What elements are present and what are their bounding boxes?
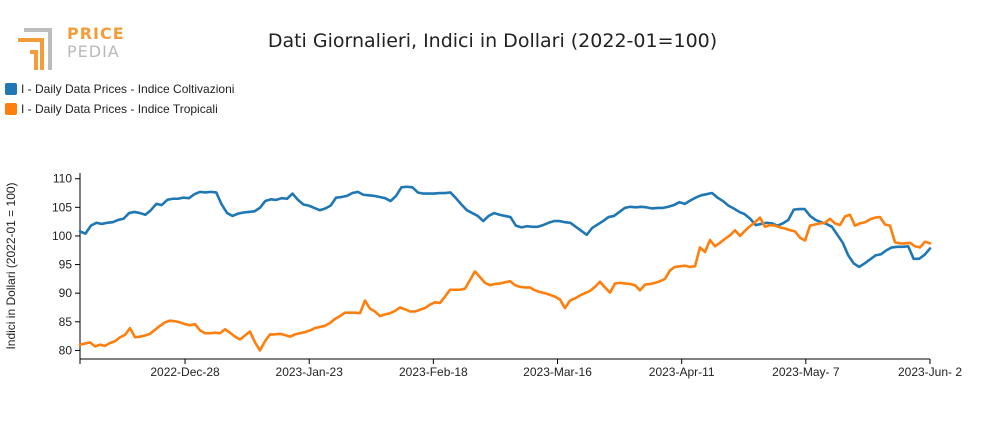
legend-swatch-coltivazioni — [5, 83, 17, 95]
series-line-coltivazioni — [78, 185, 932, 269]
logo-text-pedia: PEDIA — [67, 42, 120, 61]
legend-label-coltivazioni: I - Daily Data Prices - Indice Coltivazi… — [21, 82, 235, 96]
logo-text-price: PRICE — [67, 24, 125, 43]
legend-label-tropicali: I - Daily Data Prices - Indice Tropicali — [21, 102, 218, 116]
x-tick-label: 2023-Jun- 2 — [898, 365, 962, 379]
y-tick-label: 85 — [59, 315, 73, 329]
logo-mark — [18, 28, 52, 70]
x-tick-label: 2023-Mar-16 — [523, 365, 592, 379]
series-line-tropicali — [78, 213, 932, 352]
y-tick-label: 105 — [52, 200, 72, 214]
y-tick-label: 95 — [59, 258, 73, 272]
y-tick-label: 110 — [53, 172, 72, 186]
x-tick-label: 2023-May- 7 — [772, 365, 840, 379]
legend-item-coltivazioni[interactable]: I - Daily Data Prices - Indice Coltivazi… — [5, 82, 234, 96]
y-axis-label: Indici in Dollari (2022-01 = 100) — [4, 182, 18, 349]
legend-swatch-tropicali — [5, 103, 17, 115]
y-tick-label: 100 — [52, 229, 72, 243]
y-tick-label: 80 — [59, 343, 73, 357]
chart-title: Dati Giornalieri, Indici in Dollari (202… — [267, 30, 718, 52]
x-tick-label: 2023-Jan-23 — [276, 365, 344, 379]
pricepedia-logo: PRICE PEDIA — [16, 22, 126, 72]
x-tick-label: 2023-Feb-18 — [399, 365, 468, 379]
legend-item-tropicali[interactable]: I - Daily Data Prices - Indice Tropicali — [5, 102, 218, 116]
y-tick-label: 90 — [59, 286, 73, 300]
x-tick-label: 2023-Apr-11 — [649, 365, 715, 379]
x-tick-label: 2022-Dec-28 — [150, 365, 220, 379]
